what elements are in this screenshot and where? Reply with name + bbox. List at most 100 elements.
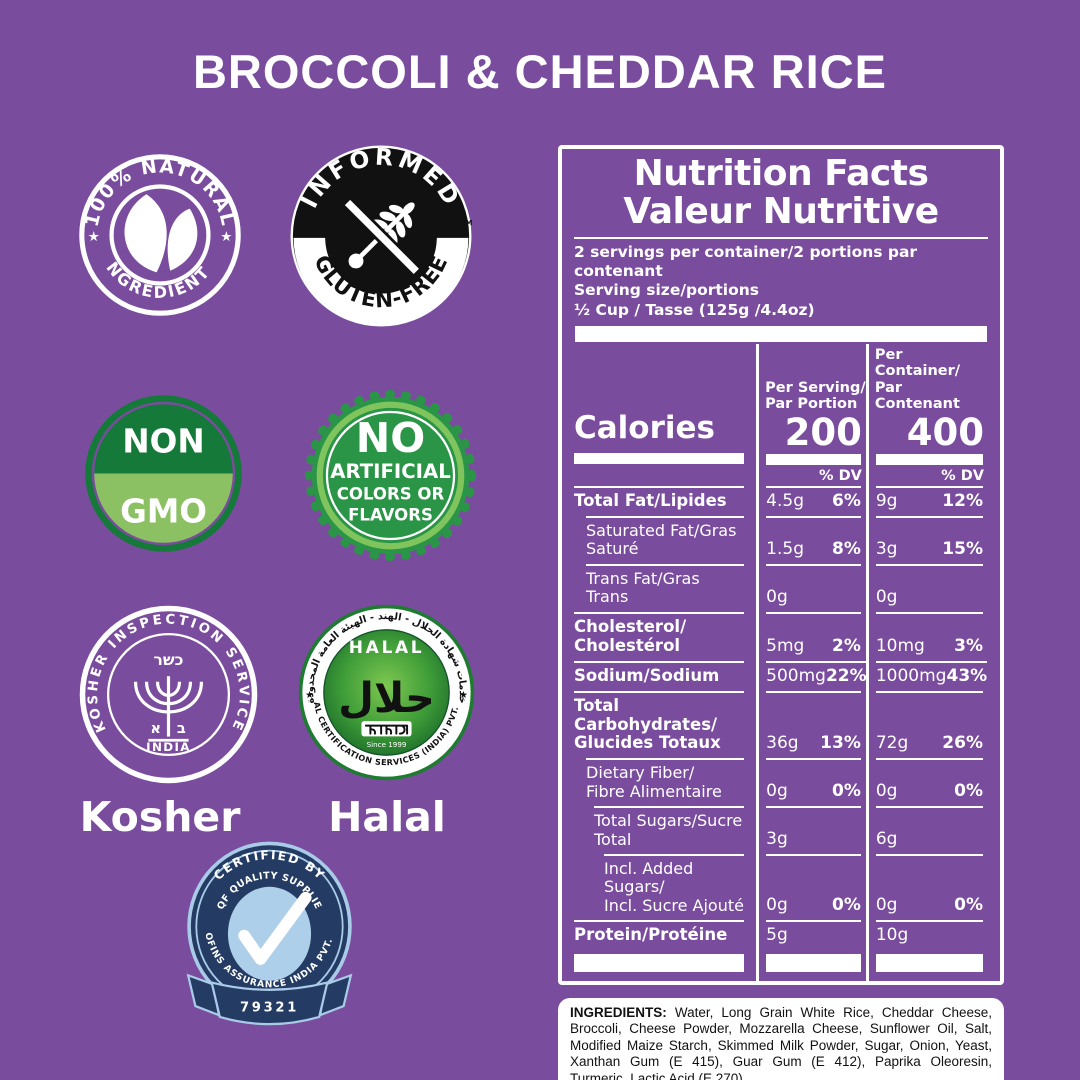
- label-line: Dietary Fiber/: [586, 763, 695, 783]
- nutrient-value-per-container: 9g 12%: [865, 486, 988, 517]
- daily-value-percent: 0%: [954, 895, 983, 916]
- amount: 72g: [875, 733, 909, 754]
- nutrient-value-per-container: 1000mg 43%: [865, 660, 988, 691]
- value-wrap: 1000mg 43%: [875, 660, 988, 691]
- non-gmo-word-top: NON: [122, 422, 204, 460]
- nutrient-label-text: Trans Fat/Gras Trans: [586, 563, 745, 612]
- calories-bar: [766, 454, 861, 466]
- per-serving-line2: Par Portion: [765, 395, 858, 412]
- label-line: Total Fat/Lipides: [574, 491, 727, 511]
- value-wrap: 0g 0%: [875, 854, 983, 920]
- servings-line: 2 servings per container/2 portions par …: [574, 242, 918, 280]
- section-separator: [865, 950, 988, 977]
- label-line: Sodium/Sodium: [574, 665, 720, 685]
- nutrient-value-per-serving: 0g 0%: [756, 758, 866, 807]
- nutrient-label: Vitamin D/Vitamine D: [574, 976, 756, 981]
- value-wrap: 10g: [875, 920, 983, 950]
- serving-size-label: Serving size/portions: [574, 281, 760, 300]
- no-artificial-line1: NO: [356, 414, 425, 462]
- nutrient-value-per-serving: 5mg 2%: [756, 611, 866, 661]
- per-container-line1: Per Container/: [874, 347, 961, 380]
- nutrient-label-text: Sodium/Sodium: [574, 660, 745, 691]
- daily-value-percent: 0%: [831, 895, 861, 916]
- daily-value-percent: 6%: [831, 491, 861, 512]
- amount: 9g: [875, 491, 898, 512]
- nutrient-label: Incl. Added Sugars/Incl. Sucre Ajouté: [574, 854, 756, 920]
- nutrient-label: Saturated Fat/Gras Saturé: [574, 516, 756, 564]
- halal-word: HALAL: [349, 638, 425, 658]
- daily-value-percent: 22%: [825, 665, 867, 686]
- kosher-country: INDIA: [146, 740, 191, 754]
- calories-bar: [574, 453, 745, 465]
- nutrition-facts-panel: Nutrition Facts Valeur Nutritive 2 servi…: [558, 145, 1004, 985]
- amount: 10g: [875, 925, 909, 946]
- gluten-free-badge-icon: INFORMED GLUTEN-FREE TM: [290, 144, 473, 327]
- calories-per-container: 400: [906, 411, 984, 455]
- checkmark-icon: [238, 891, 312, 965]
- per-serving-line1: Per Serving/: [765, 379, 866, 396]
- per-serving-header: Per Serving/ Par Portion: [759, 377, 866, 412]
- label-line: Fibre Alimentaire: [586, 781, 722, 801]
- dv-spacer: [574, 467, 756, 486]
- ingredients-box: INGREDIENTS: Water, Long Grain White Ric…: [558, 998, 1004, 1080]
- amount: 500mg: [766, 665, 826, 686]
- nutrient-label: Trans Fat/Gras Trans: [574, 563, 756, 612]
- nutrient-value-per-container: 0g: [865, 563, 988, 612]
- star-left-icon: ★: [88, 229, 100, 245]
- label-line: Total Carbohydrates/: [574, 695, 718, 734]
- per-container-line2: Par Contenant: [874, 379, 960, 412]
- daily-value-percent: 13%: [820, 733, 861, 754]
- nutrient-label-text: Protein/Protéine: [574, 920, 745, 950]
- dv-label: % DV: [941, 468, 984, 485]
- value-wrap: 36g 13%: [766, 690, 861, 759]
- serving-size-value: ½ Cup / Tasse (125g /4.4oz): [574, 300, 815, 319]
- amount: 6g: [875, 829, 898, 849]
- certified-badge-icon: CERTIFIED BY SQF QUALITY SUPPLIER EUROFI…: [186, 841, 353, 1026]
- nutrient-label-text: Saturated Fat/Gras Saturé: [586, 516, 745, 564]
- leaf-icon: [124, 194, 198, 273]
- value-wrap: 0g: [766, 563, 861, 612]
- separator-wrap: [875, 950, 983, 976]
- halal-arabic-calligraphy: حلال: [338, 674, 435, 722]
- halal-since: Since 1999: [367, 740, 407, 749]
- amount: 10mg: [875, 635, 925, 656]
- nutrient-value-per-container: 10g: [865, 920, 988, 951]
- label-line: Glucides Totaux: [574, 733, 721, 753]
- nutrient-value-per-container: 0g 0%: [865, 758, 988, 807]
- no-artificial-line2: ARTIFICIAL: [330, 460, 451, 483]
- kosher-hebrew-right: ב: [177, 720, 186, 737]
- ingredients-label: INGREDIENTS:: [570, 1005, 667, 1020]
- daily-value-percent: 0%: [954, 781, 983, 802]
- amount: 0g: [875, 781, 898, 802]
- section-bar: [575, 326, 987, 343]
- nutrient-label-text: Total Sugars/Sucre Total: [594, 806, 745, 854]
- separator-bar: [766, 954, 861, 973]
- dv-label: % DV: [819, 468, 862, 485]
- no-artificial-badge-icon: NO ARTIFICIAL COLORS OR FLAVORS: [305, 390, 476, 561]
- label-line: Cholestérol: [574, 635, 681, 655]
- badge-certified-sqf: CERTIFIED BY SQF QUALITY SUPPLIER EUROFI…: [179, 838, 360, 1035]
- value-wrap: 0g 0%: [875, 758, 983, 806]
- ribbon-banner: 79321: [186, 973, 353, 1026]
- ingredients-text: Water, Long Grain White Rice, Cheddar Ch…: [570, 1005, 992, 1080]
- nutrient-value-per-serving: 0g 0%: [756, 854, 866, 921]
- star-right-icon: ★: [220, 229, 232, 245]
- value-wrap: 0g 0%: [766, 854, 861, 920]
- value-wrap: 5mg 2%: [766, 611, 861, 661]
- value-wrap: 9g 12%: [875, 486, 983, 516]
- daily-value-percent: 2%: [831, 635, 861, 656]
- nutrition-title-fr: Valeur Nutritive: [623, 190, 939, 232]
- natural-badge-icon: 100% NATURAL INGREDIENTS ★ ★: [79, 154, 241, 316]
- label-line: Trans Fat/Gras Trans: [586, 568, 700, 607]
- no-artificial-line3: COLORS OR: [337, 485, 445, 504]
- badge-no-artificial-colors-flavors: NO ARTIFICIAL COLORS OR FLAVORS: [301, 386, 480, 565]
- label-line: Protein/Protéine: [574, 925, 728, 945]
- amount: 3g: [875, 538, 898, 559]
- separator-bar: [875, 954, 983, 973]
- label-line: Incl. Added Sugars/: [604, 859, 694, 897]
- divider: [574, 236, 988, 239]
- menorah-icon: [133, 676, 204, 742]
- amount: 1000mg: [875, 665, 947, 686]
- trademark-symbol: TM: [461, 219, 473, 227]
